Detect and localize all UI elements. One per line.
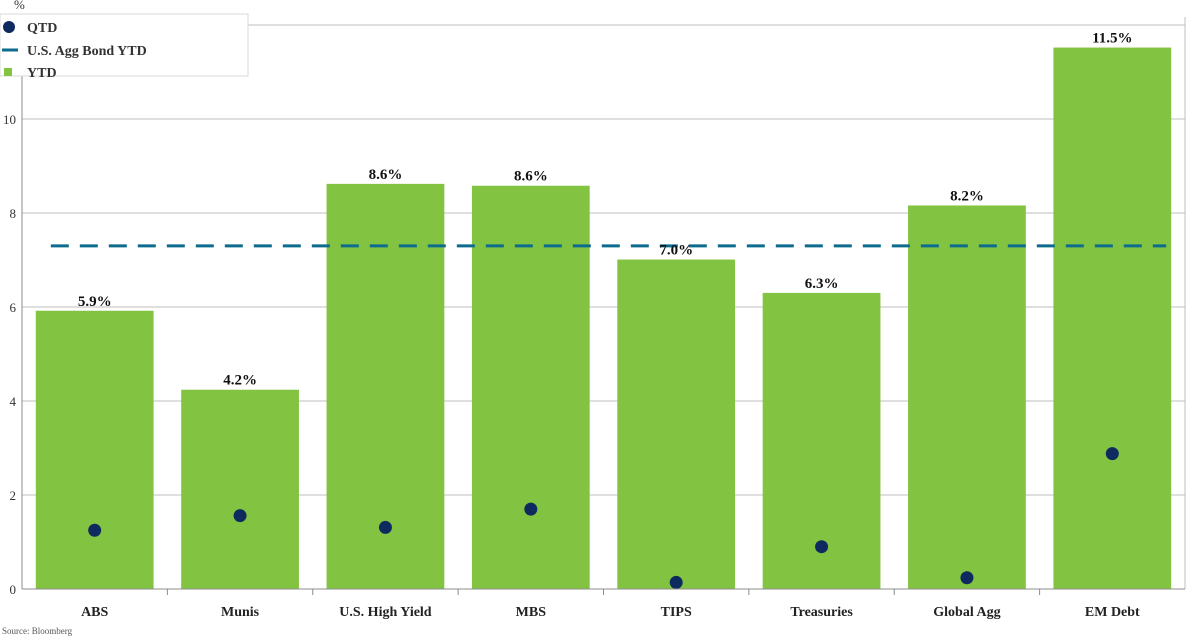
ytd-bars (35, 47, 1172, 590)
qtd-dot (960, 571, 974, 585)
ytd-data-label: 5.9% (78, 294, 112, 310)
x-category-label: TIPS (661, 605, 692, 620)
ytd-bar (762, 292, 881, 589)
legend-qtd-marker (3, 21, 15, 33)
qtd-dots (88, 447, 1119, 589)
source-note: Source: Bloomberg (2, 626, 73, 636)
y-tick-label: 4 (10, 394, 17, 409)
ytd-data-label: 8.6% (514, 169, 548, 185)
ytd-data-label: 7.0% (659, 243, 693, 259)
x-category-label: Munis (221, 605, 260, 620)
qtd-dot (524, 502, 538, 516)
ytd-bar (181, 389, 299, 589)
y-axis-unit-label: % (14, 0, 25, 12)
legend-box (0, 13, 249, 77)
x-category-label: MBS (516, 605, 547, 620)
legend: QTD U.S. Agg Bond YTD YTD (0, 13, 249, 81)
qtd-dot (88, 523, 102, 537)
data-labels: 5.9% 4.2% 8.6% 8.6% 7.0% 6.3% 8.2% 11.5% (78, 31, 1133, 389)
x-category-label: Treasuries (790, 605, 853, 620)
qtd-dot (378, 520, 392, 534)
ytd-data-label: 8.6% (369, 167, 403, 183)
ytd-data-label: 11.5% (1092, 31, 1132, 47)
legend-ytd-marker (4, 68, 12, 76)
x-category-label: ABS (81, 605, 108, 620)
ytd-bar (1053, 47, 1172, 590)
qtd-dot (233, 509, 247, 523)
qtd-dot (815, 540, 829, 554)
x-category-label: Global Agg (933, 605, 1000, 620)
y-tick-label: 0 (10, 582, 17, 597)
y-tick-label: 6 (10, 300, 17, 315)
ytd-data-label: 8.2% (950, 188, 984, 204)
ytd-bar (908, 205, 1026, 590)
x-category-label: U.S. High Yield (339, 605, 432, 620)
y-tick-label: 2 (10, 488, 17, 503)
ytd-data-label: 4.2% (223, 373, 257, 389)
qtd-dot (669, 575, 683, 589)
qtd-dot (1105, 447, 1119, 461)
legend-agg-label: U.S. Agg Bond YTD (27, 44, 147, 59)
legend-ytd-label: YTD (27, 66, 57, 81)
legend-qtd-label: QTD (27, 21, 57, 36)
ytd-bar (617, 259, 736, 589)
ytd-bar (35, 310, 154, 589)
ytd-bar (471, 185, 590, 590)
x-category-label: EM Debt (1085, 605, 1140, 620)
y-tick-label: 10 (3, 112, 16, 127)
ytd-data-label: 6.3% (805, 276, 839, 292)
y-tick-label: 8 (10, 206, 17, 221)
